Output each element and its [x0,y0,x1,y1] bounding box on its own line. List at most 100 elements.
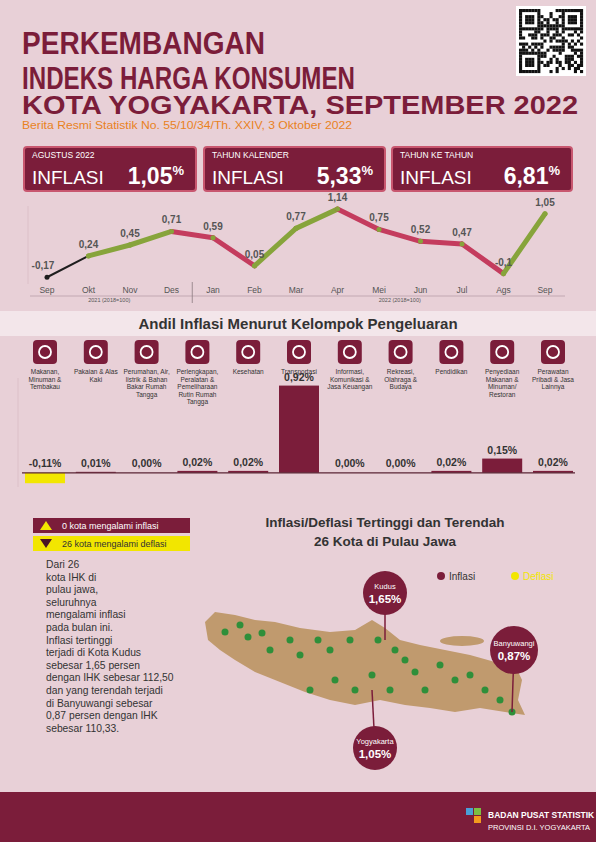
qr-cell [574,9,577,12]
city-dot [412,669,419,676]
qr-cell [519,30,522,33]
qr-cell [531,33,534,36]
qr-cell [528,64,531,67]
callout-value: 0,87% [498,650,531,662]
qr-cell [580,61,583,64]
qr-cell [540,33,543,36]
qr-cell [574,21,577,24]
qr-cell [525,21,528,24]
body-text: sebesar 110,33. [46,723,119,734]
qr-cell [540,15,543,18]
qr-cell [531,52,534,55]
x-tick-label: Jan [206,285,220,295]
qr-cell [562,27,565,30]
data-label: 0,02% [183,456,213,468]
qr-cell [580,52,583,55]
y-range-line [28,206,29,284]
qr-cell [571,64,574,67]
qr-cell [525,61,528,64]
qr-cell [550,61,553,64]
box-label: INFLASI [32,167,104,188]
qr-cell [568,27,571,30]
x-tick-label: Mei [372,285,386,295]
body-text: mengalami inflasi [46,609,126,620]
qr-cell [531,15,534,18]
qr-cell [531,61,534,64]
qr-cell [525,43,528,46]
box-value: 6,81% [504,163,561,189]
qr-cell [522,9,525,12]
icon-bg [236,340,260,364]
qr-cell [556,21,559,24]
qr-cell [543,40,546,43]
box-value-num: 1,05 [128,163,173,189]
year-divider [192,282,193,303]
data-label: -0,17 [32,260,55,271]
x-tick-label: Makanan, Minuman & Tembakau [20,368,70,391]
qr-cell [531,9,534,12]
qr-cell [580,36,583,39]
qr-cell [540,55,543,58]
qr-cell [580,12,583,15]
qr-cell [556,30,559,33]
qr-cell [525,18,528,21]
qr-cell [580,30,583,33]
footer-band [0,792,596,842]
body-text: Inflasi tertinggi [46,635,112,646]
data-label: 0,00% [386,457,416,469]
qr-cell [556,58,559,61]
qr-code [516,6,586,76]
summary-box: TAHUN KALENDERINFLASI5,33% [204,147,385,191]
qr-cell [580,15,583,18]
qr-cell [556,46,559,49]
qr-cell [571,40,574,43]
category-icon [185,340,209,364]
qr-cell [519,36,522,39]
qr-cell [574,49,577,52]
city-dot [245,634,252,641]
bar-series [25,386,573,484]
qr-cell [562,12,565,15]
qr-cell [562,24,565,27]
qr-cell [537,27,540,30]
qr-cell [528,18,531,21]
qr-cell [580,21,583,24]
category-icon [33,340,57,364]
qr-cell [550,15,553,18]
qr-cell [537,49,540,52]
icon-glyph [344,346,356,358]
city-dot [327,647,334,654]
qr-cell [543,24,546,27]
qr-cell [528,21,531,24]
legend-label: Deflasi [523,571,554,582]
qr-cell [574,52,577,55]
logo-part [466,808,473,815]
line-point [294,226,299,231]
qr-cell [519,49,522,52]
java-island [205,612,525,715]
qr-cell [580,43,583,46]
qr-cell [577,9,580,12]
qr-cell [559,9,562,12]
qr-cell [537,12,540,15]
qr-cell [537,64,540,67]
qr-cell [522,36,525,39]
qr-cell [528,15,531,18]
qr-cell [546,30,549,33]
box-label: INFLASI [212,167,284,188]
qr-cell [553,36,556,39]
qr-cell [568,43,571,46]
x-tick-label: Sep [537,285,552,295]
qr-cell [568,67,571,70]
icon-bg [338,340,362,364]
qr-cell [534,9,537,12]
qr-cell [525,9,528,12]
qr-cell [577,33,580,36]
box-value-unit: % [172,163,184,178]
qr-cell [531,18,534,21]
callout-value: 1,65% [369,593,402,605]
qr-cell [525,49,528,52]
qr-cell [577,40,580,43]
body-text: seluruhnya [46,597,97,608]
qr-cell [571,46,574,49]
